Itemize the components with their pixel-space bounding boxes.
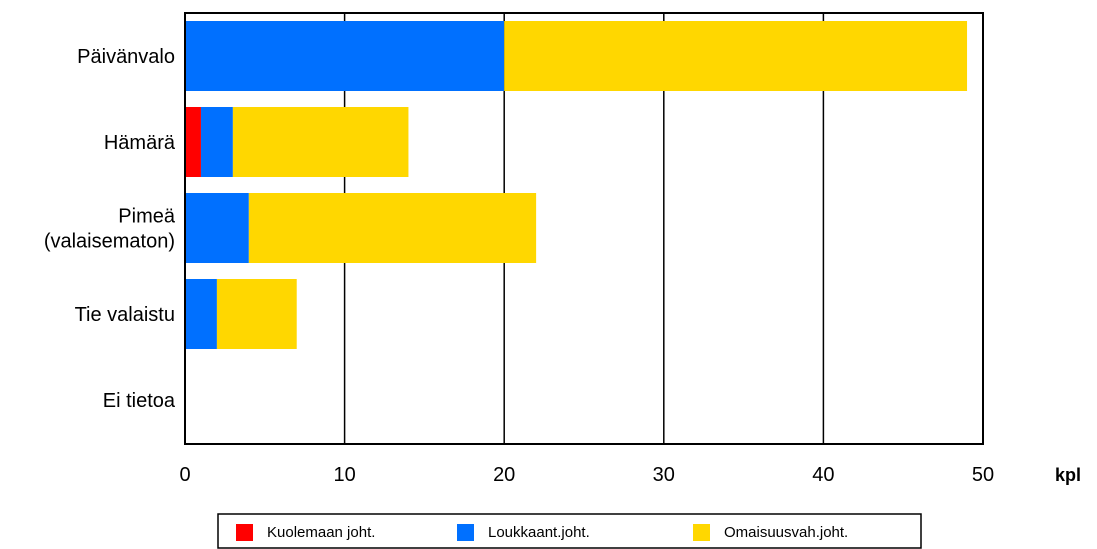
legend-label-omaisuusvah-joht: Omaisuusvah.joht. xyxy=(724,524,848,541)
category-label-tie-valaistu: Tie valaistu xyxy=(75,304,175,326)
legend-label-loukkaant-joht: Loukkaant.joht. xyxy=(488,524,590,541)
x-tick-label-30: 30 xyxy=(653,464,675,486)
plot-area-frame xyxy=(184,12,984,445)
legend-frame xyxy=(217,513,922,549)
bar-pimea-omaisuusvah-joht xyxy=(248,193,537,263)
bar-paivanvalo-loukkaant-joht xyxy=(185,21,505,91)
x-tick-label-50: 50 xyxy=(972,464,994,486)
category-label-hamara: Hämärä xyxy=(104,132,176,154)
bar-paivanvalo-omaisuusvah-joht xyxy=(504,21,968,91)
x-tick-label-0: 0 xyxy=(179,464,190,486)
bar-tie-valaistu-loukkaant-joht xyxy=(185,279,217,349)
legend-label-kuolemaan-joht: Kuolemaan joht. xyxy=(267,524,375,541)
legend-swatch-kuolemaan-joht xyxy=(236,524,253,541)
bars xyxy=(185,21,968,349)
category-labels: Päivänvalo Hämärä Pimeä (valaisematon) Tie v… xyxy=(44,46,176,412)
legend-swatch-loukkaant-joht xyxy=(457,524,474,541)
category-label-pimea: Pimeä (valaisematon) xyxy=(44,206,176,253)
x-axis-unit-label: kpl xyxy=(1055,465,1081,485)
category-label-ei-tietoa: Ei tietoa xyxy=(103,390,176,412)
legend-swatch-omaisuusvah-joht xyxy=(693,524,710,541)
bar-pimea-loukkaant-joht xyxy=(185,193,249,263)
bar-hamara-kuolemaan-joht xyxy=(185,107,201,177)
legend: Kuolemaan joht. Loukkaant.joht. Omaisuusva… xyxy=(217,513,922,549)
x-tick-label-40: 40 xyxy=(812,464,834,486)
bar-hamara-omaisuusvah-joht xyxy=(232,107,409,177)
x-tick-label-10: 10 xyxy=(333,464,355,486)
bar-tie-valaistu-omaisuusvah-joht xyxy=(216,279,297,349)
category-label-paivanvalo: Päivänvalo xyxy=(77,46,175,68)
x-axis-tick-labels: 0 10 20 30 40 50 xyxy=(179,464,994,486)
x-tick-label-20: 20 xyxy=(493,464,515,486)
bar-hamara-loukkaant-joht xyxy=(200,107,233,177)
